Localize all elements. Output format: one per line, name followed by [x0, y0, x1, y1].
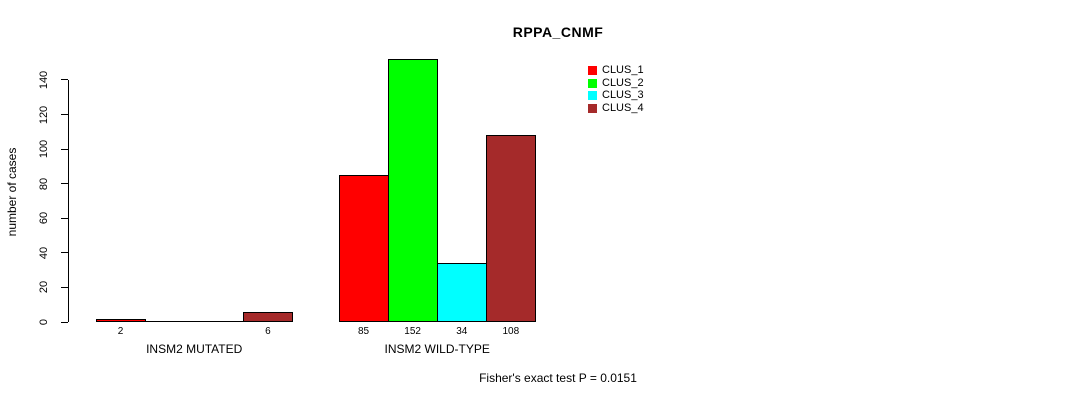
bar-value-label: 34: [456, 326, 468, 337]
bar-clus_1-mutated: [96, 318, 147, 322]
legend-label: CLUS_3: [602, 89, 644, 102]
legend-swatch-clus_1: [588, 65, 597, 75]
bar-clus_1-wild-type: [339, 175, 390, 322]
chart-title: RPPA_CNMF: [512, 24, 604, 40]
legend-row: CLUS_1: [588, 64, 644, 77]
legend: CLUS_1 CLUS_2 CLUS_3 CLUS_4: [588, 64, 644, 115]
bar-value-label: 152: [404, 326, 421, 337]
y-tick-mark: [61, 183, 68, 185]
group-baseline: [96, 321, 293, 322]
bar-value-label: 108: [502, 326, 520, 337]
bar-value-label: 6: [265, 326, 271, 337]
bar-clus_4-mutated: [243, 311, 294, 322]
bar-clus_2-wild-type: [388, 59, 439, 322]
y-axis-label: number of cases: [5, 147, 19, 237]
legend-label: CLUS_2: [602, 76, 644, 89]
bar-clus_4-wild-type: [486, 135, 537, 322]
y-tick-mark: [61, 79, 68, 81]
legend-row: CLUS_2: [588, 77, 644, 90]
y-tick-mark: [61, 114, 68, 116]
y-tick-mark: [61, 286, 68, 288]
y-tick-label: 120: [38, 105, 50, 124]
y-tick-label: 80: [38, 177, 50, 190]
y-tick-label: 140: [38, 70, 50, 90]
stat-annotation: Fisher's exact test P = 0.0151: [479, 371, 637, 385]
y-tick-mark: [61, 217, 68, 219]
legend-swatch-clus_3: [588, 91, 597, 101]
legend-label: CLUS_1: [602, 63, 644, 76]
y-tick-label: 40: [38, 246, 50, 259]
bar-clus_3-wild-type: [437, 263, 488, 322]
bar-value-label: 2: [117, 326, 124, 337]
y-tick-label: 100: [38, 139, 50, 159]
legend-swatch-clus_2: [588, 78, 597, 88]
legend-row: CLUS_4: [588, 102, 644, 115]
y-tick-label: 20: [38, 281, 50, 294]
y-tick-mark: [61, 252, 68, 254]
group-label: INSM2 WILD-TYPE: [384, 342, 490, 356]
y-tick-mark: [61, 148, 68, 150]
y-tick-mark: [61, 321, 68, 323]
y-tick-label: 60: [38, 212, 50, 225]
y-axis-line: [68, 80, 69, 322]
legend-row: CLUS_3: [588, 89, 644, 102]
bar-value-label: 85: [357, 326, 370, 337]
legend-swatch-clus_4: [588, 103, 597, 113]
group-label: INSM2 MUTATED: [146, 342, 243, 356]
legend-label: CLUS_4: [602, 101, 644, 114]
y-tick-label: 0: [38, 318, 50, 326]
